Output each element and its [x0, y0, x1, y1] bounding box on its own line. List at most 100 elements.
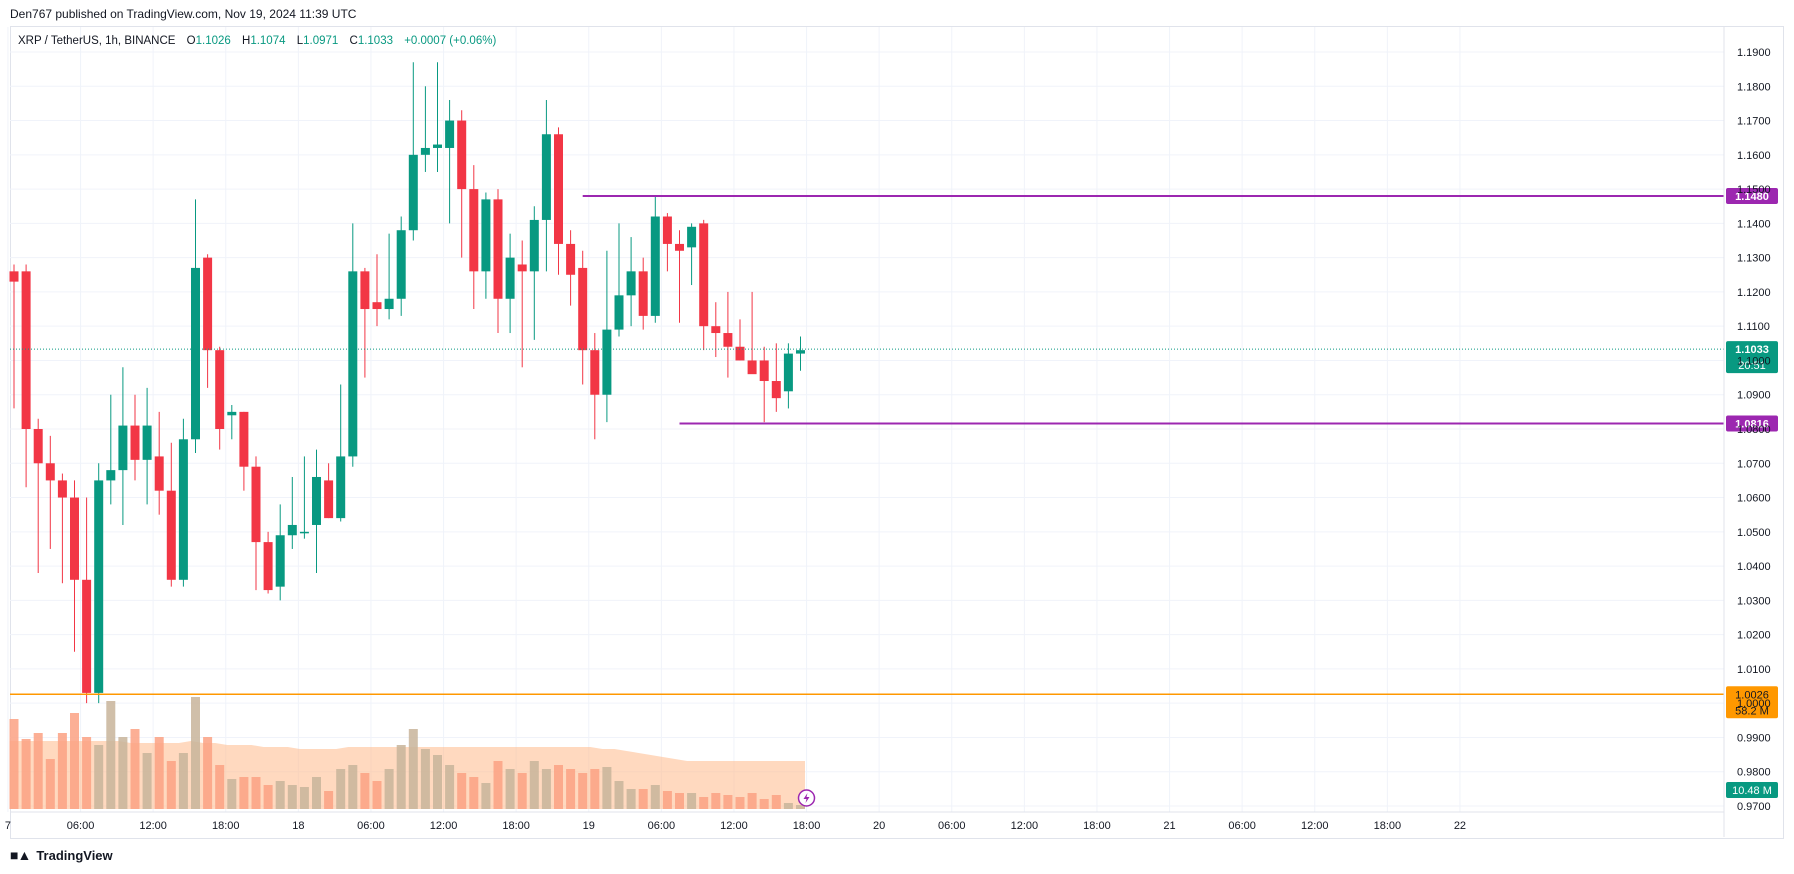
- candle-body: [541, 134, 551, 220]
- candle-body: [783, 353, 793, 392]
- volume-bar: [287, 785, 297, 809]
- volume-bar: [796, 805, 805, 809]
- y-tick-label: 1.1200: [1737, 287, 1771, 299]
- candle-body: [275, 535, 285, 587]
- time-axis: 7 06:00 12:00 18:00 18 06:00 12:00 18:00 19 06:00…: [5, 811, 1724, 832]
- candle-body: [118, 425, 128, 471]
- candle-body: [420, 147, 430, 155]
- volume-bars: [9, 697, 805, 809]
- candle-body: [287, 524, 297, 536]
- candle-body: [469, 189, 479, 272]
- y-tick-label: 1.0600: [1737, 493, 1771, 505]
- candle-body: [384, 298, 394, 310]
- volume-bar: [662, 791, 672, 809]
- volume-bar: [505, 769, 515, 809]
- volume-bar: [541, 769, 551, 809]
- candle-body: [215, 350, 225, 429]
- candle-body: [771, 381, 781, 399]
- candle-body: [142, 425, 152, 460]
- candle-body: [372, 302, 382, 310]
- volume-bar: [408, 729, 418, 809]
- volume-bar: [45, 759, 55, 809]
- close-label: C: [349, 35, 358, 47]
- volume-bar: [191, 697, 200, 809]
- candle-body: [299, 531, 309, 534]
- y-tick-label: 1.0300: [1737, 595, 1771, 607]
- volume-bar: [227, 779, 237, 809]
- candle-body: [408, 154, 418, 231]
- countdown-label: 20:51: [1738, 360, 1766, 372]
- candle-body: [178, 439, 188, 580]
- candle-body: [227, 411, 237, 416]
- candle-body: [154, 456, 164, 491]
- volume-bar: [348, 765, 358, 809]
- y-tick-label: 1.0100: [1737, 664, 1771, 676]
- volume-badge: [1726, 782, 1778, 798]
- x-tick-label: 06:00: [648, 820, 676, 832]
- candle-body: [554, 134, 563, 244]
- volume-bar: [675, 793, 684, 809]
- x-tick-label: 18:00: [1374, 820, 1402, 832]
- volume-bar: [735, 797, 745, 809]
- volume-bar: [178, 753, 188, 809]
- candle-body: [602, 329, 612, 395]
- volume-bar: [626, 789, 636, 809]
- volume-bar: [166, 761, 176, 809]
- volume-label: 10.48 M: [1732, 785, 1772, 797]
- current-price-badge: [1726, 341, 1778, 374]
- high-label: H: [242, 35, 251, 47]
- current-price-label: 1.1033: [1735, 344, 1769, 356]
- x-tick-label: 19: [583, 820, 595, 832]
- candle-body: [650, 216, 660, 316]
- volume-bar: [783, 803, 793, 809]
- candle-body: [626, 271, 636, 296]
- volume-bar: [481, 783, 491, 809]
- volume-bar: [590, 769, 600, 809]
- y-tick-label: 1.0500: [1737, 527, 1771, 539]
- y-tick-label: 1.1800: [1737, 81, 1771, 93]
- volume-bar: [275, 781, 285, 809]
- volume-bar: [457, 773, 467, 809]
- candle-body: [796, 350, 805, 354]
- candle-body: [493, 199, 503, 299]
- candle-body: [711, 326, 721, 334]
- x-tick-label: 18:00: [212, 820, 240, 832]
- volume-bar: [154, 737, 164, 809]
- y-tick-label: 0.9700: [1737, 801, 1771, 813]
- candle-body: [21, 271, 31, 429]
- footer-brand[interactable]: ■▲ TradingView: [10, 847, 113, 863]
- candle-body: [638, 271, 648, 316]
- x-tick-label: 12:00: [1011, 820, 1039, 832]
- x-tick-label: 12:00: [139, 820, 167, 832]
- volume-bar: [21, 739, 31, 809]
- x-tick-label: 7: [5, 820, 11, 832]
- volume-bar: [82, 737, 92, 809]
- change-value: +0.0007 (+0.06%): [404, 35, 497, 47]
- y-tick-label: 1.1900: [1737, 47, 1771, 59]
- volume-bar: [396, 745, 406, 809]
- candle-body: [348, 271, 358, 457]
- candle-body: [360, 271, 370, 310]
- x-tick-label: 18:00: [793, 820, 821, 832]
- candle-body: [735, 346, 745, 361]
- level-badge-support: [1726, 415, 1778, 432]
- candle-body: [759, 360, 769, 382]
- x-tick-label: 06:00: [67, 820, 95, 832]
- volume-bar: [529, 761, 539, 809]
- publish-info: Den767 published on TradingView.com, Nov…: [10, 7, 357, 21]
- volume-bar: [33, 733, 43, 809]
- candle-body: [203, 257, 213, 351]
- candle-body: [699, 223, 709, 327]
- volume-bar: [493, 761, 503, 809]
- candle-body: [445, 120, 455, 148]
- volume-bar: [602, 767, 612, 809]
- y-tick-label: 1.0200: [1737, 630, 1771, 642]
- volume-bar: [251, 777, 261, 809]
- volume-bar: [650, 785, 660, 809]
- candle-body: [517, 264, 527, 272]
- volume-bar: [445, 765, 455, 809]
- x-tick-label: 06:00: [1228, 820, 1256, 832]
- ma-label: 1.0026: [1735, 689, 1769, 701]
- volume-bar: [771, 795, 781, 809]
